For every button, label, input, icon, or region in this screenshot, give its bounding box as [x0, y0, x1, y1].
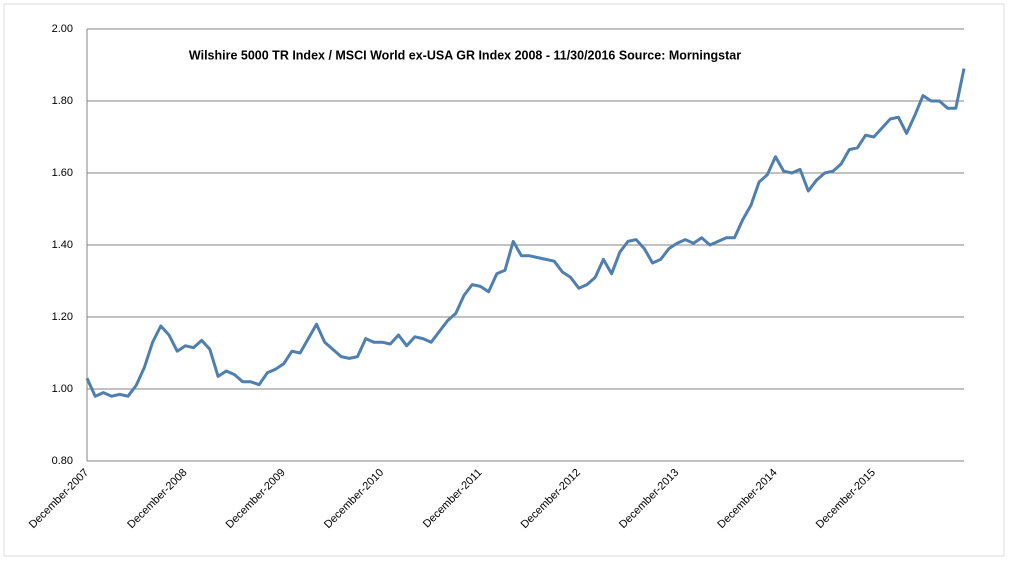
y-tick-label: 0.80: [52, 455, 73, 467]
y-tick-label: 1.00: [52, 383, 73, 395]
data-line: [85, 68, 966, 398]
chart-border: [3, 3, 1005, 557]
y-tick-label: 2.00: [52, 23, 73, 35]
y-tick-label: 1.20: [52, 311, 73, 323]
y-tick-label: 1.80: [52, 95, 73, 107]
chart-title: Wilshire 5000 TR Index / MSCI World ex-U…: [189, 48, 741, 62]
y-tick-label: 1.40: [52, 239, 73, 251]
y-tick-label: 1.60: [52, 167, 73, 179]
